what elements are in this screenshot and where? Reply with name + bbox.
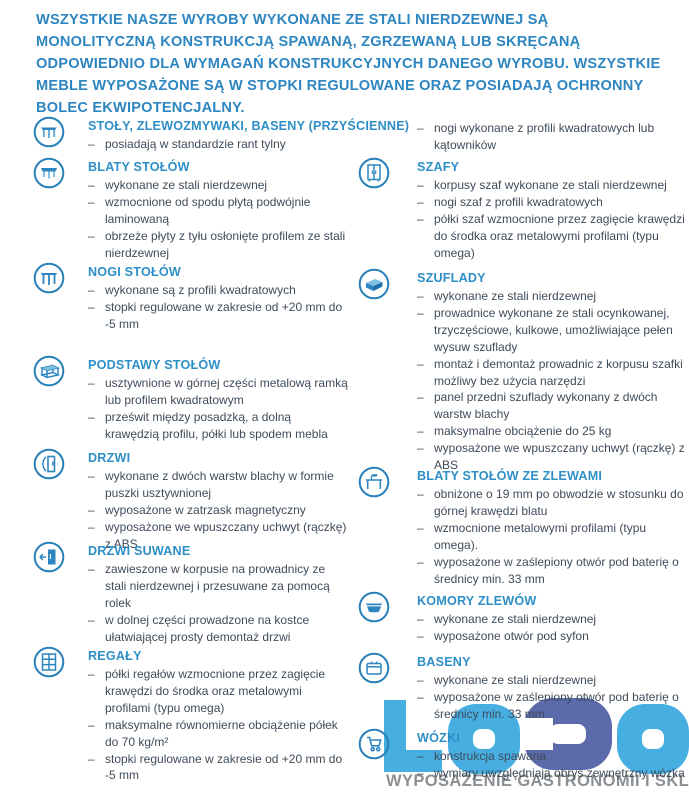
section-title: NOGI STOŁÓW xyxy=(88,265,181,279)
section-wozki: WÓZKI konstrukcja spawana wymiary uwzglę… xyxy=(358,728,689,782)
list-item: wyposażone we wpuszczany uchwyt (rączkę)… xyxy=(417,440,689,474)
list-item: montaż i demontaż prowadnic z korpusu sz… xyxy=(417,356,689,390)
section-title: WÓZKI xyxy=(417,731,460,745)
list-item: korpusy szaf wykonane ze stali nierdzewn… xyxy=(417,177,689,194)
section-title: REGAŁY xyxy=(88,649,142,663)
list-item: maksymalne obciążenie do 25 kg xyxy=(417,423,689,440)
section-nogi-stolow: NOGI STOŁÓW wykonane są z profili kwadra… xyxy=(33,262,348,333)
section-title: DRZWI SUWANE xyxy=(88,544,191,558)
sink-bowl-icon xyxy=(358,591,390,623)
list-item: panel przedni szuflady wykonany z dwóch … xyxy=(417,389,689,423)
section-komory-zlewow: KOMORY ZLEWÓW wykonane ze stali nierdzew… xyxy=(358,591,689,645)
section-baseny: BASENY wykonane ze stali nierdzewnej wyp… xyxy=(358,652,689,723)
tabletop-icon xyxy=(33,157,65,189)
list-item: prześwit między posadzką, a dolną krawęd… xyxy=(88,409,348,443)
list-item: wyposażone otwór pod syfon xyxy=(417,628,689,645)
list-item: wyposażone we wpuszczany uchwyt (rączkę)… xyxy=(88,519,348,553)
door-icon xyxy=(33,448,65,480)
section-title: PODSTAWY STOŁÓW xyxy=(88,358,221,372)
list-item: wykonane ze stali nierdzewnej xyxy=(417,611,689,628)
table-icon xyxy=(33,116,65,148)
right-column: nogi wykonane z profili kwadratowych lub… xyxy=(358,0,689,800)
list-item: maksymalne równomierne obciążenie półek … xyxy=(88,717,348,751)
list-item: w dolnej części prowadzone na kostce uła… xyxy=(88,612,348,646)
list-item: obrzeże płyty z tyłu osłonięte profilem … xyxy=(88,228,348,262)
list-item: konstrukcja spawana xyxy=(417,748,689,765)
basin-icon xyxy=(358,652,390,684)
shelves-icon xyxy=(33,646,65,678)
section-drzwi-suwane: DRZWI SUWANE zawieszone w korpusie na pr… xyxy=(33,541,348,646)
list-item: wykonane ze stali nierdzewnej xyxy=(88,177,348,194)
section-szuflady: SZUFLADY wykonane ze stali nierdzewnej p… xyxy=(358,268,689,474)
section-szafy: SZAFY korpusy szaf wykonane ze stali nie… xyxy=(358,157,689,262)
section-title: KOMORY ZLEWÓW xyxy=(417,594,537,608)
list-item: wykonane ze stali nierdzewnej xyxy=(417,288,689,305)
list-item: obniżone o 19 mm po obwodzie w stosunku … xyxy=(417,486,689,520)
section-title: BLATY STOŁÓW xyxy=(88,160,190,174)
left-column: STOŁY, ZLEWOZMYWAKI, BASENY (PRZYŚCIENNE… xyxy=(33,0,410,800)
section-title: BASENY xyxy=(417,655,471,669)
table-base-icon xyxy=(33,355,65,387)
section-title: DRZWI xyxy=(88,451,131,465)
cabinet-icon xyxy=(358,157,390,189)
list-item: prowadnice wykonane ze stali ocynkowanej… xyxy=(417,305,689,356)
section-drzwi: DRZWI wykonane z dwóch warstw blachy w f… xyxy=(33,448,348,553)
list-item: zawieszone w korpusie na prowadnicy ze s… xyxy=(88,561,348,612)
section-blaty-stolow: BLATY STOŁÓW wykonane ze stali nierdzewn… xyxy=(33,157,348,262)
list-item: wzmocnione metalowymi profilami (typu om… xyxy=(417,520,689,554)
list-item: wykonane ze stali nierdzewnej xyxy=(417,672,689,689)
list-item: półki szaf wzmocnione przez zagięcie kra… xyxy=(417,211,689,262)
section-title: SZAFY xyxy=(417,160,460,174)
section-title: BLATY STOŁÓW ZE ZLEWAMI xyxy=(417,469,603,483)
section-title: STOŁY, ZLEWOZMYWAKI, BASENY (PRZYŚCIENNE… xyxy=(88,119,410,133)
sink-table-icon xyxy=(358,466,390,498)
section-podstawy-stolow: PODSTAWY STOŁÓW usztywnione w górnej czę… xyxy=(33,355,348,443)
list-item: posiadają w standardzie rant tylny xyxy=(88,136,348,153)
section-title: SZUFLADY xyxy=(417,271,486,285)
sliding-door-icon xyxy=(33,541,65,573)
list-item: wykonane są z profili kwadratowych xyxy=(88,282,348,299)
list-item: wzmocnione od spodu płytą podwójnie lami… xyxy=(88,194,348,228)
list-item: stopki regulowane w zakresie od +20 mm d… xyxy=(88,299,348,333)
list-item: nogi wykonane z profili kwadratowych lub… xyxy=(417,120,689,154)
list-item: wyposażone w zaślepiony otwór pod bateri… xyxy=(417,689,689,723)
list-item: wykonane z dwóch warstw blachy w formie … xyxy=(88,468,348,502)
section-regaly: REGAŁY półki regałów wzmocnione przez za… xyxy=(33,646,348,785)
list-item: wyposażone w zaślepiony otwór pod bateri… xyxy=(417,554,689,588)
list-item: wymiary uwzględniają obrys zewnętrzny wó… xyxy=(417,765,689,782)
list-item: wyposażone w zatrzask magnetyczny xyxy=(88,502,348,519)
section-continuation: nogi wykonane z profili kwadratowych lub… xyxy=(358,120,689,154)
section-stoly: STOŁY, ZLEWOZMYWAKI, BASENY (PRZYŚCIENNE… xyxy=(33,116,410,153)
list-item: stopki regulowane w zakresie od +20 mm d… xyxy=(88,751,348,785)
section-blaty-ze-zlewami: BLATY STOŁÓW ZE ZLEWAMI obniżone o 19 mm… xyxy=(358,466,689,588)
page-intro-paragraph: WSZYSTKIE NASZE WYROBY WYKONANE ZE STALI… xyxy=(36,12,661,116)
list-item: usztywnione w górnej części metalową ram… xyxy=(88,375,348,409)
list-item: półki regałów wzmocnione przez zagięcie … xyxy=(88,666,348,717)
drawer-icon xyxy=(358,268,390,300)
list-item: nogi szaf z profili kwadratowych xyxy=(417,194,689,211)
table-legs-icon xyxy=(33,262,65,294)
cart-icon xyxy=(358,728,390,760)
